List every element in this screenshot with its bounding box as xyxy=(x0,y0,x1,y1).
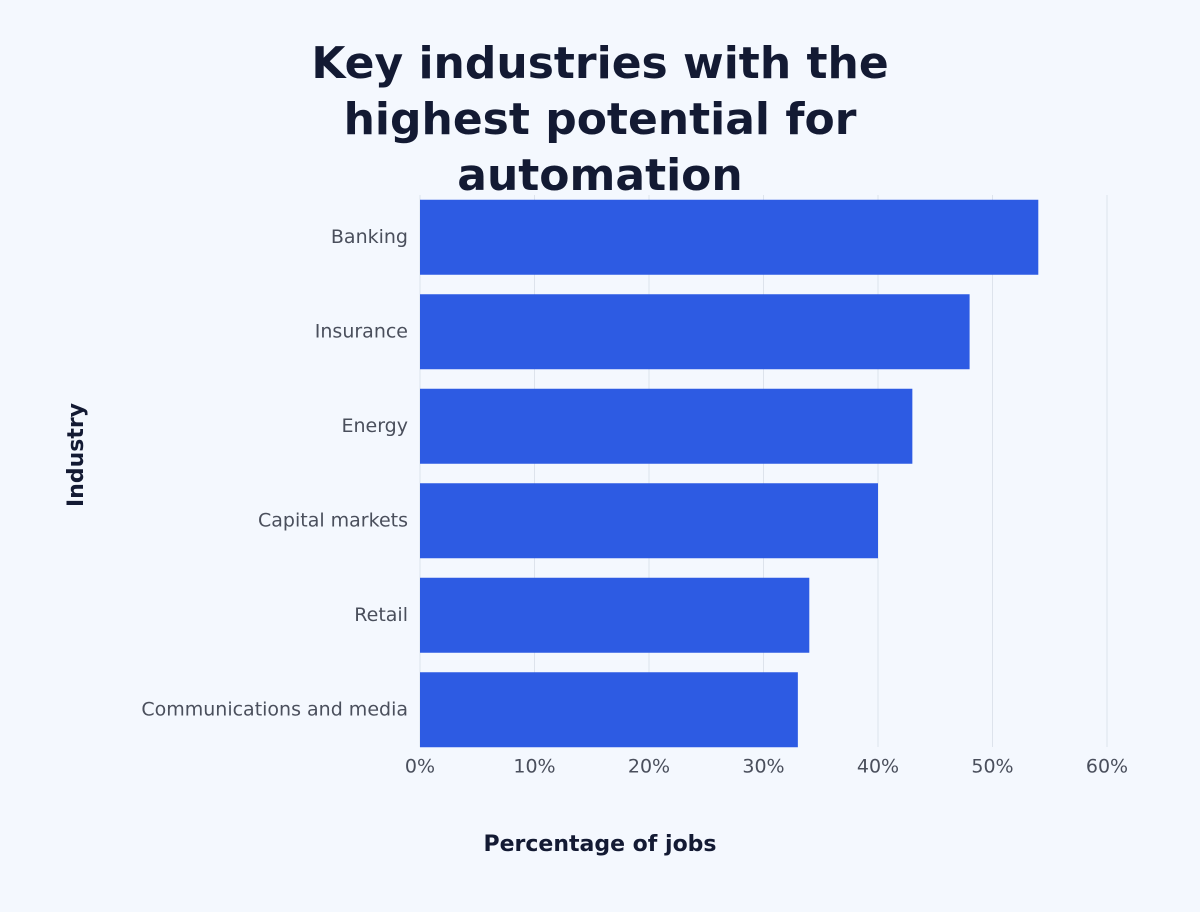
x-tick-label: 20% xyxy=(628,756,670,778)
y-tick-label: Retail xyxy=(354,604,408,626)
bar xyxy=(420,672,798,748)
y-axis-title: Industry xyxy=(64,403,89,507)
bar xyxy=(420,483,878,559)
y-tick-label: Energy xyxy=(341,415,408,437)
y-tick-label: Banking xyxy=(331,226,408,248)
y-tick-label: Insurance xyxy=(315,320,408,342)
x-tick-label: 60% xyxy=(1086,756,1128,778)
chart-title: Key industries with the highest potentia… xyxy=(311,38,889,201)
x-tick-label: 0% xyxy=(405,756,435,778)
bar xyxy=(420,294,970,370)
y-tick-label: Capital markets xyxy=(258,509,408,531)
y-tick-label: Communications and media xyxy=(141,698,408,720)
x-tick-label: 30% xyxy=(742,756,784,778)
x-tick-label: 40% xyxy=(857,756,899,778)
x-tick-label: 50% xyxy=(971,756,1013,778)
bar xyxy=(420,199,1039,275)
x-axis-title: Percentage of jobs xyxy=(483,832,716,857)
bar xyxy=(420,388,913,464)
bar xyxy=(420,577,810,653)
x-tick-label: 10% xyxy=(513,756,555,778)
